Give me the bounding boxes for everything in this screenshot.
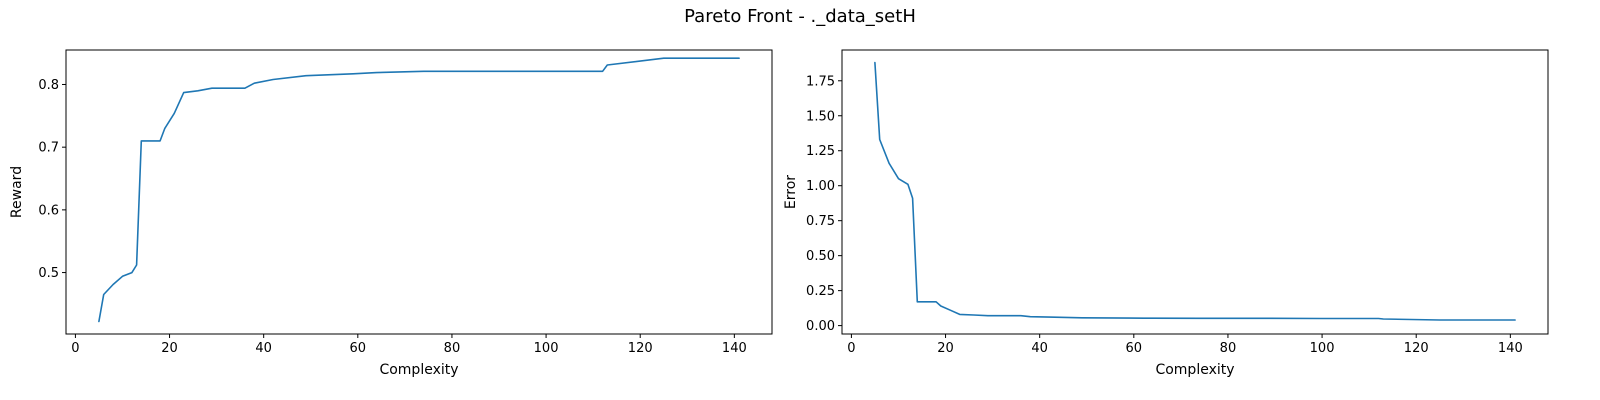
y-tick-label: 0.8	[38, 78, 59, 93]
x-tick-label: 120	[1404, 341, 1429, 356]
x-tick-label: 60	[1126, 341, 1143, 356]
y-tick-label: 1.75	[806, 74, 835, 89]
x-tick-label: 40	[1031, 341, 1048, 356]
x-tick-label: 100	[1310, 341, 1335, 356]
x-tick-label: 40	[255, 341, 272, 356]
reward-chart: 0 20 40 60 80 100 120 140 0.5 0.6 0.7 0.8 Complexity…	[9, 49, 773, 378]
x-tick-label: 120	[628, 341, 653, 356]
x-tick-label: 0	[847, 341, 855, 356]
x-axis-label: Complexity	[1155, 362, 1234, 378]
figure-title: Pareto Front - ._data_setH	[684, 6, 916, 27]
x-axis-label: Complexity	[379, 362, 458, 378]
x-tick-label: 0	[71, 341, 79, 356]
x-tick-label: 80	[1220, 341, 1237, 356]
x-tick-label: 140	[722, 341, 747, 356]
y-tick-label: 1.25	[806, 144, 835, 159]
y-tick-label: 0.75	[806, 214, 835, 229]
x-tick-label: 60	[350, 341, 367, 356]
x-tick-label: 140	[1498, 341, 1523, 356]
x-tick-label: 80	[444, 341, 461, 356]
y-tick-label: 0.5	[38, 266, 59, 281]
y-tick-label: 0.00	[806, 319, 835, 334]
y-axis-label: Reward	[9, 166, 25, 218]
x-tick-label: 100	[534, 341, 559, 356]
x-tick-label: 20	[161, 341, 178, 356]
error-chart: 0 20 40 60 80 100 120 140 0.00 0.25 0.50 0.75 1.00 1.…	[783, 49, 1549, 378]
y-tick-label: 0.7	[38, 141, 59, 156]
y-axis-label: Error	[783, 175, 799, 209]
y-tick-label: 1.50	[806, 109, 835, 124]
series-line-1-0	[874, 61, 1516, 321]
y-tick-label: 0.6	[38, 203, 59, 218]
y-tick-label: 1.00	[806, 179, 835, 194]
plot-frame	[841, 49, 1549, 335]
plot-frame	[65, 49, 773, 335]
series-line-0-0	[98, 57, 740, 323]
x-tick-label: 20	[937, 341, 954, 356]
y-tick-label: 0.25	[806, 284, 835, 299]
y-tick-label: 0.50	[806, 249, 835, 264]
